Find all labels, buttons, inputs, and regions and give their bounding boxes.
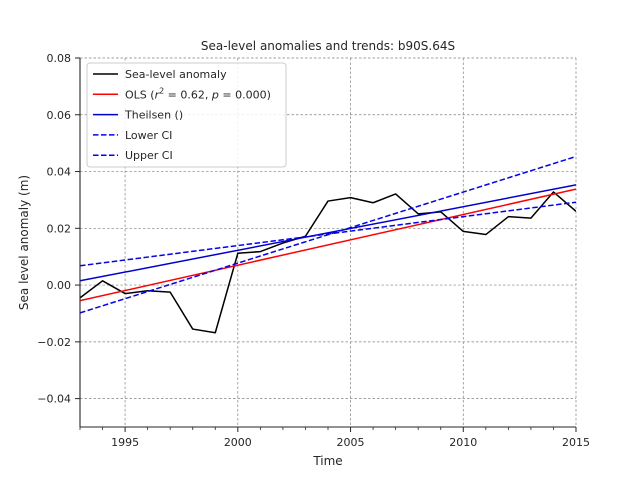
axes: [75, 57, 577, 432]
series-group: [80, 155, 576, 334]
legend-label-3: Lower CI: [125, 129, 172, 142]
chart-title: Sea-level anomalies and trends: b90S.64S: [201, 39, 455, 53]
tick-labels: 1995 2000 2005 2010 2015 −0.04 −0.02 0.00 0.02 0.…: [37, 52, 590, 449]
y-tick-label-3: 0.02: [47, 222, 72, 235]
x-tick-label-4: 2015: [562, 436, 590, 449]
series-line-1: [80, 188, 576, 302]
legend-label-0: Sea-level anomaly: [125, 68, 227, 81]
x-tick-label-0: 1995: [111, 436, 139, 449]
legend-label-1: OLS (r2 = 0.62, p = 0.000): [125, 86, 271, 101]
x-axis-label: Time: [312, 454, 342, 468]
legend-frame: [86, 62, 287, 168]
y-axis-label: Sea level anomaly (m): [17, 175, 31, 310]
series-line-4: [80, 155, 576, 314]
legend-label-2: Theilsen (): [124, 109, 183, 122]
x-tick-label-2: 2005: [337, 436, 365, 449]
x-tick-label-3: 2010: [449, 436, 477, 449]
y-tick-label-5: 0.06: [47, 109, 72, 122]
legend: Sea-level anomaly OLS (r2 = 0.62, p = 0.0…: [86, 62, 287, 168]
legend-label-4: Upper CI: [125, 149, 173, 162]
y-tick-label-0: −0.04: [37, 393, 71, 406]
y-tick-label-1: −0.02: [37, 336, 71, 349]
series-line-0: [80, 191, 576, 334]
y-tick-label-4: 0.04: [47, 166, 72, 179]
y-tick-label-6: 0.08: [47, 52, 72, 65]
y-tick-label-2: 0.00: [47, 279, 72, 292]
series-line-2: [80, 184, 576, 282]
x-tick-label-1: 2000: [224, 436, 252, 449]
